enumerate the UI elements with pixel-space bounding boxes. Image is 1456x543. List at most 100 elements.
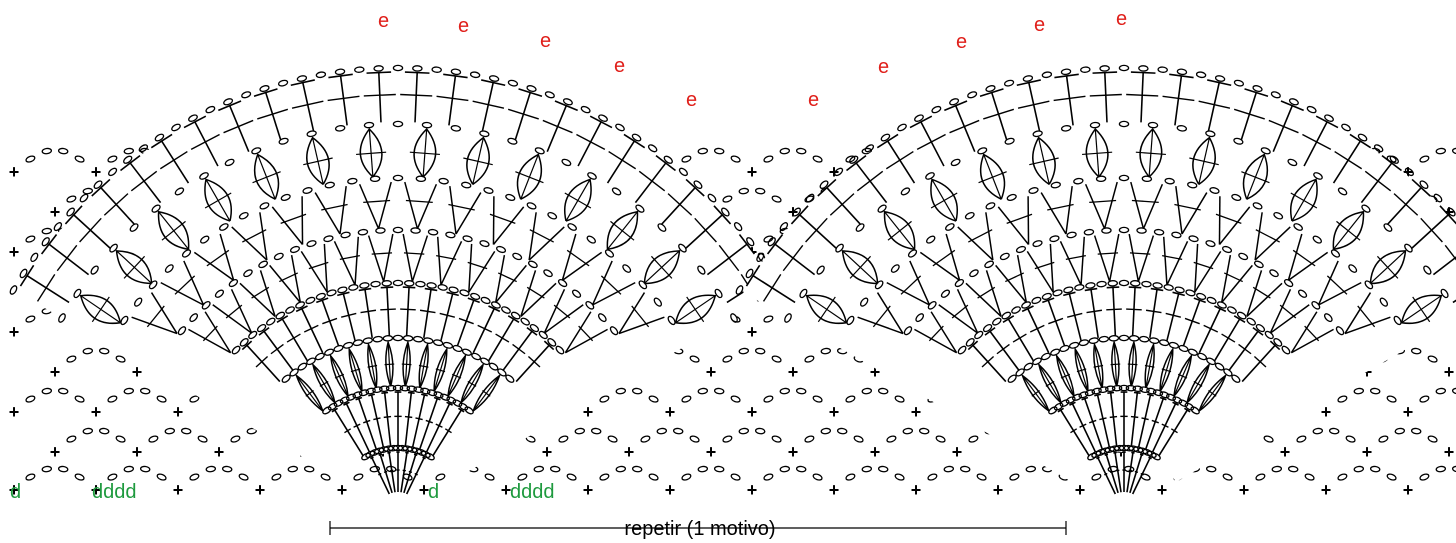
chain-stitch (799, 288, 808, 299)
v-stitch-leg (945, 233, 961, 281)
double-crochet-stitch (1140, 72, 1144, 123)
single-crochet-stitch: + (50, 202, 61, 222)
chain-stitch (527, 260, 538, 269)
stitch-crossbar (762, 273, 782, 302)
chain-stitch (1293, 223, 1303, 231)
chain-stitch (1129, 280, 1141, 287)
stitch-crossbar (303, 157, 333, 166)
chain-stitch (663, 155, 673, 164)
chain-stitch (120, 315, 129, 326)
v-stitch-leg (204, 311, 232, 354)
chain-stitch (949, 98, 960, 106)
chain-stitch (82, 347, 94, 355)
chain-stitch (648, 473, 659, 481)
stitch-crossbar (1048, 317, 1064, 325)
v-stitch-leg (468, 243, 473, 293)
cluster-stitch (472, 373, 502, 412)
chain-stitch (1091, 473, 1102, 481)
stitch-crossbar (1161, 423, 1169, 428)
stitch-crossbar (204, 192, 232, 209)
chain-stitch (480, 296, 491, 305)
v-stitch-leg (259, 212, 268, 261)
chain-stitch (156, 473, 167, 481)
v-stitch-leg (1016, 255, 1028, 303)
chain-stitch (275, 311, 286, 320)
chain-stitch (607, 435, 618, 443)
double-crochet-stitch (606, 140, 636, 184)
stitch-top-bar (1057, 407, 1065, 413)
chain-stitch (1236, 311, 1247, 320)
v-stitch-leg (1344, 292, 1372, 334)
double-crochet-stitch (383, 392, 392, 447)
chain-stitch (534, 147, 545, 155)
stitch-top-bar (404, 71, 430, 74)
chain-stitch (1312, 427, 1324, 435)
single-crochet-stitch: + (911, 402, 922, 422)
chain-stitch (25, 155, 36, 163)
chain-stitch (557, 278, 568, 288)
v-stitch-leg (1246, 270, 1263, 317)
chain-stitch (836, 427, 848, 435)
double-crochet-stitch (432, 409, 462, 457)
v-stitch-leg (436, 236, 442, 286)
single-crochet-stitch: + (337, 480, 348, 500)
v-stitch-leg (528, 212, 537, 261)
chain-stitch (448, 286, 459, 294)
stitch-crossbar (344, 428, 352, 434)
double-crochet-stitch (1432, 256, 1456, 276)
chain-stitch (273, 252, 284, 261)
chain-stitch (526, 85, 537, 93)
v-stitch-leg (520, 270, 537, 317)
single-crochet-stitch: + (829, 402, 840, 422)
chain-stitch (763, 315, 774, 323)
v-stitch-leg (528, 226, 565, 261)
green-annotations: d dddd d dddd (10, 481, 555, 503)
single-crochet-stitch: + (1239, 480, 1250, 500)
chain-stitch (767, 237, 776, 247)
v-stitch-leg (1128, 233, 1140, 282)
chain-stitch (369, 175, 381, 183)
chain-stitch (721, 207, 730, 217)
stitch-crossbar (439, 312, 456, 318)
chain-stitch (1440, 288, 1449, 299)
chain-stitch (359, 282, 370, 289)
stitch-crossbar (280, 213, 307, 224)
chain-stitch (1451, 465, 1456, 473)
single-crochet-stitch: + (747, 402, 758, 422)
chain-stitch (1435, 147, 1447, 155)
double-crochet-stitch (405, 287, 410, 337)
v-stitch-leg (1287, 233, 1303, 281)
stitch-crossbar (1279, 304, 1297, 319)
stitch-crossbar (686, 296, 705, 323)
chain-stitch (931, 105, 942, 114)
single-crochet-stitch: + (1321, 402, 1332, 422)
chain-stitch (779, 465, 791, 473)
chain-stitch (66, 195, 77, 203)
stitch-crossbar (1130, 415, 1139, 419)
chain-stitch (200, 235, 210, 244)
v-stitch-leg (494, 255, 506, 303)
double-crochet-stitch (1228, 330, 1259, 372)
chain-stitch (915, 313, 925, 323)
stitch-crossbar (978, 171, 1007, 184)
stitch-crossbar (1110, 363, 1121, 366)
fan-backing (742, 72, 1456, 482)
stitch-top-bar (358, 287, 372, 292)
chain-stitch (590, 427, 602, 435)
stitch-crossbar (829, 193, 855, 216)
double-crochet-stitch (1165, 293, 1180, 342)
cluster-stitch (1020, 373, 1050, 412)
chain-stitch (445, 231, 456, 239)
chain-stitch (241, 91, 252, 99)
stitch-crossbar (1208, 389, 1217, 397)
chain-stitch (392, 120, 404, 128)
stitch-crossbar (435, 368, 446, 373)
chain-stitch (458, 402, 469, 411)
cluster-stitch (674, 294, 717, 325)
stitch-crossbar (507, 108, 539, 120)
chain-stitch (365, 387, 376, 395)
chain-stitch (426, 389, 438, 397)
stitch-top-bar (1092, 71, 1118, 74)
stitch-crossbar (319, 380, 329, 387)
stitch-top-bar (378, 453, 383, 456)
